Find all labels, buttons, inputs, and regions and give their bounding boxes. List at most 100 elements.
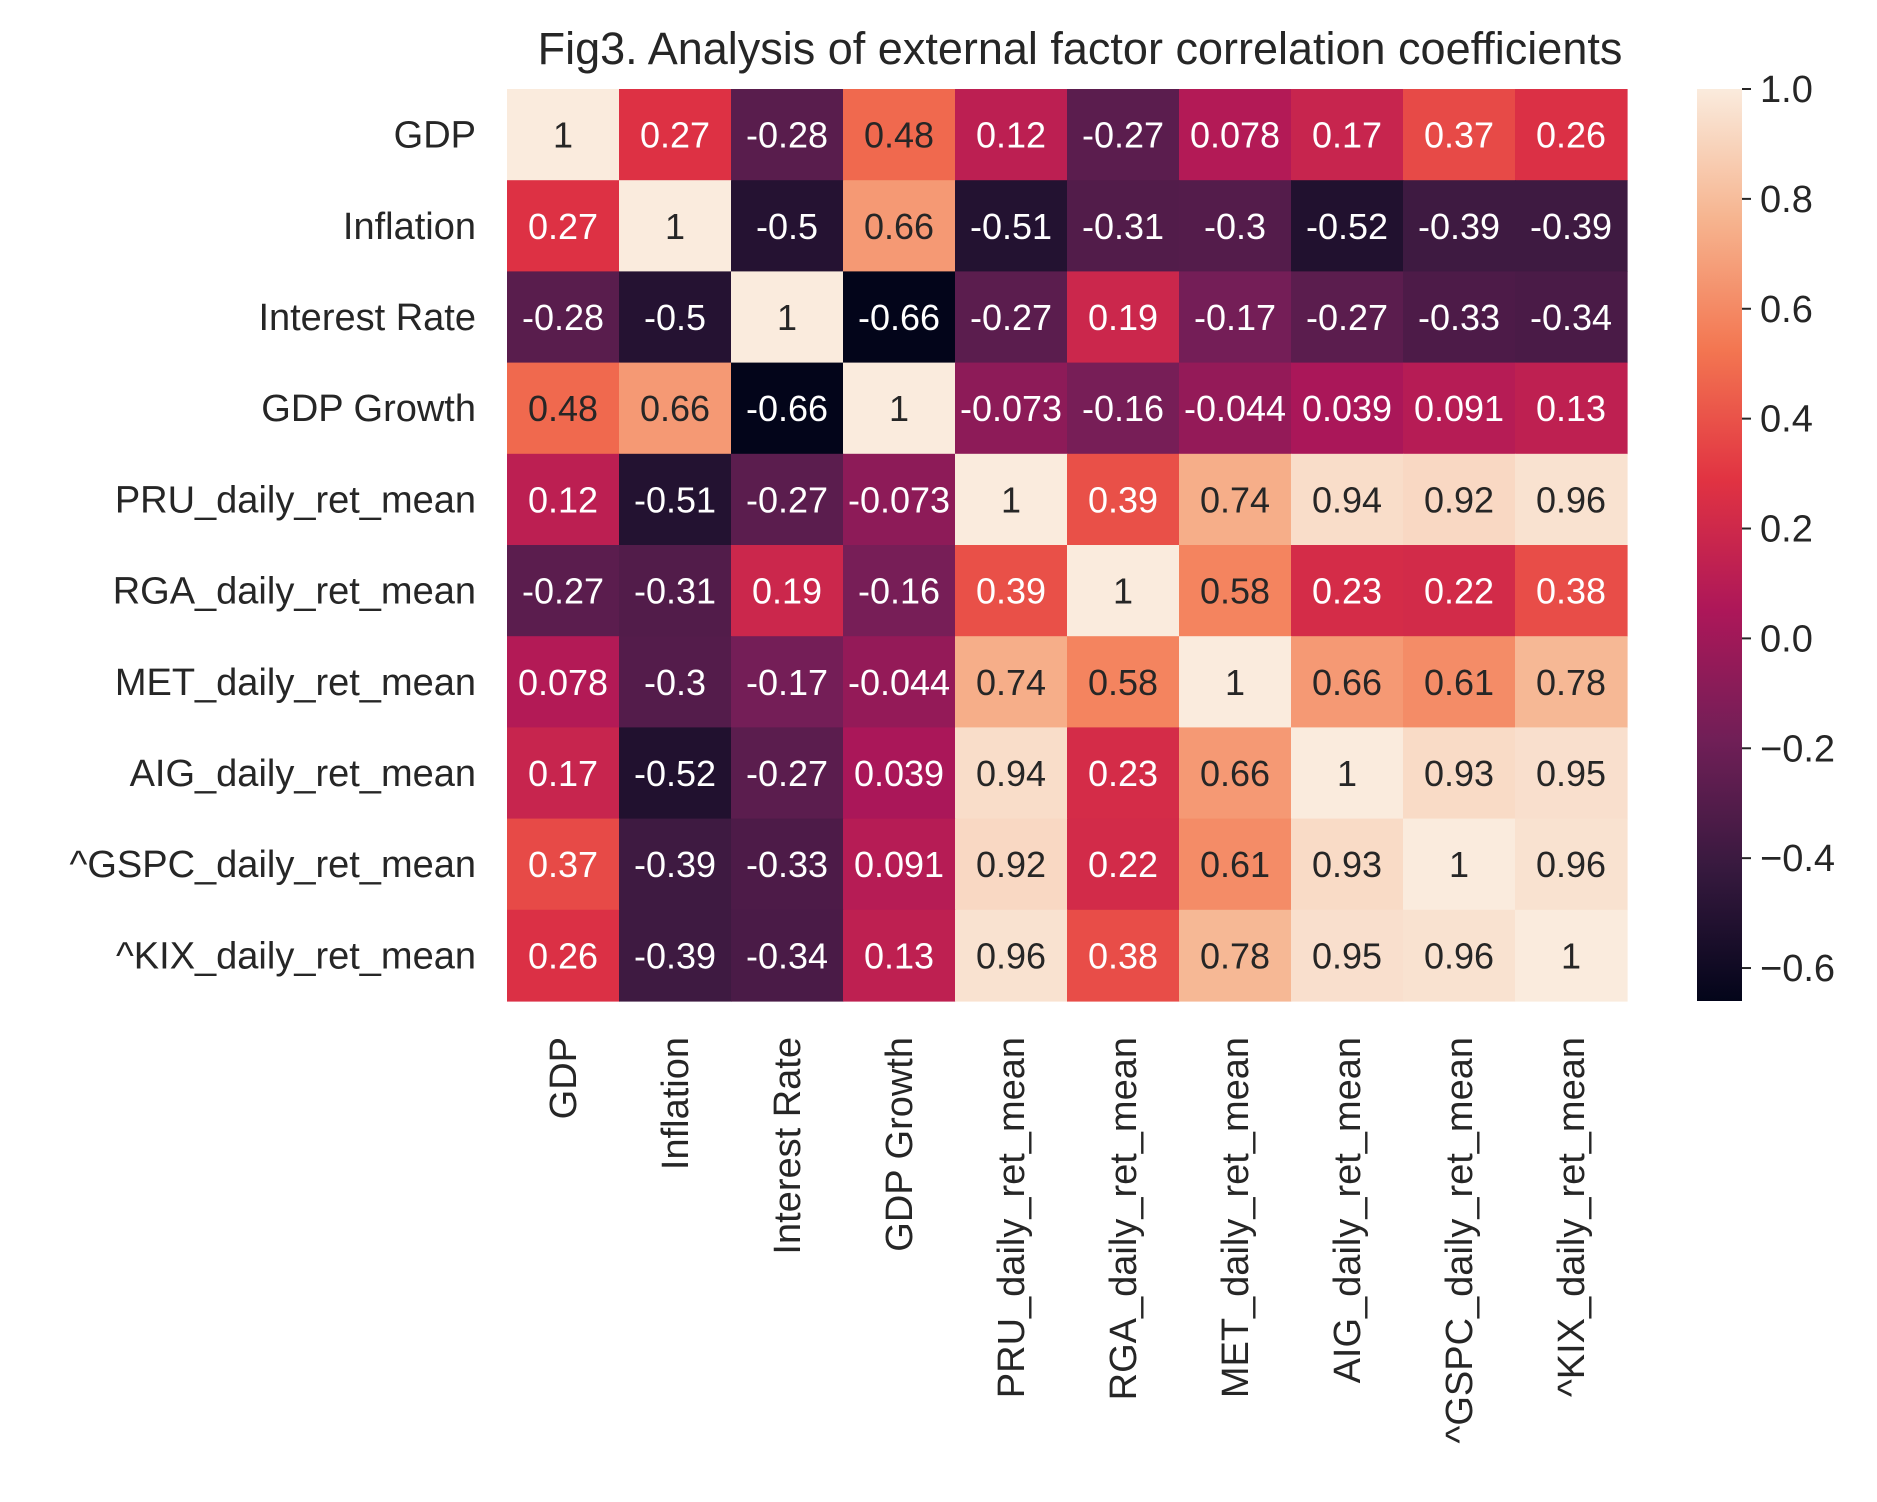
heatmap-cell [1291, 362, 1404, 455]
heatmap-cell [1291, 545, 1404, 637]
cell-annotation: 0.92 [1424, 479, 1494, 520]
cell-annotation: 0.66 [1312, 662, 1382, 703]
heatmap-cell [1403, 362, 1516, 455]
cell-annotation: 0.94 [1312, 479, 1382, 520]
heatmap-cell [955, 89, 1068, 181]
heatmap-cell [507, 362, 620, 455]
cell-annotation: 0.74 [1200, 479, 1270, 520]
cell-annotation: 0.27 [528, 206, 598, 247]
heatmap-cell [1291, 180, 1404, 272]
heatmap-cell [619, 89, 732, 181]
heatmap-cell [955, 180, 1068, 272]
cell-annotation: -0.27 [522, 571, 604, 612]
cell-annotation: 0.091 [854, 844, 944, 885]
heatmap-cell [1067, 271, 1180, 364]
heatmap-cell [731, 271, 844, 364]
cell-annotation: 0.95 [1536, 753, 1606, 794]
column-label: ^KIX_daily_ret_mean [1551, 1037, 1593, 1397]
heatmap-cell [955, 362, 1068, 455]
row-label: ^GSPC_daily_ret_mean [70, 844, 476, 886]
heatmap-cell [507, 727, 620, 820]
cell-annotation: 0.48 [528, 388, 598, 429]
cell-annotation: 0.37 [528, 844, 598, 885]
heatmap-cell [619, 180, 732, 272]
heatmap-cell [507, 818, 620, 911]
cell-annotation: 1 [553, 115, 573, 156]
heatmap-cell [1515, 271, 1628, 364]
heatmap-cell [507, 545, 620, 637]
heatmap-cell [1179, 362, 1292, 455]
column-label: Interest Rate [767, 1037, 809, 1255]
heatmap-cell [1403, 545, 1516, 637]
cell-annotation: 0.17 [528, 753, 598, 794]
cell-annotation: 0.37 [1424, 115, 1494, 156]
heatmap-cell [955, 909, 1068, 1002]
cell-annotation: 0.078 [1190, 115, 1280, 156]
cell-annotation: -0.3 [644, 662, 706, 703]
heatmap-cell [1067, 453, 1180, 546]
cell-annotation: 1 [1225, 662, 1245, 703]
cell-annotation: 0.96 [976, 935, 1046, 976]
column-label: GDP [543, 1037, 585, 1119]
cell-annotation: 0.93 [1424, 753, 1494, 794]
cell-annotation: -0.073 [848, 479, 950, 520]
cell-annotation: -0.34 [1530, 297, 1612, 338]
cell-annotation: -0.52 [1306, 206, 1388, 247]
cell-annotation: 0.26 [1536, 115, 1606, 156]
cell-annotation: 0.94 [976, 753, 1046, 794]
cell-annotation: 0.12 [976, 115, 1046, 156]
heatmap-cell [1067, 180, 1180, 272]
heatmap-cell [1179, 727, 1292, 820]
cell-annotation: 0.93 [1312, 844, 1382, 885]
heatmap-cell [955, 636, 1068, 728]
heatmap-cell [731, 545, 844, 637]
colorbar-tick-label: 0.6 [1760, 289, 1813, 331]
heatmap-cell [731, 362, 844, 455]
row-label: MET_daily_ret_mean [115, 662, 476, 704]
cell-annotation: 0.92 [976, 844, 1046, 885]
colorbar-gradient [1697, 89, 1742, 1001]
row-label: PRU_daily_ret_mean [115, 479, 476, 521]
heatmap-cell [1515, 362, 1628, 455]
cell-annotation: 0.96 [1536, 479, 1606, 520]
row-label: AIG_daily_ret_mean [130, 753, 476, 795]
heatmap-cell [731, 818, 844, 911]
heatmap-cell [1291, 818, 1404, 911]
column-label: Inflation [655, 1037, 697, 1170]
cell-annotation: 0.38 [1088, 935, 1158, 976]
cell-annotation: 0.39 [1088, 479, 1158, 520]
heatmap-cell [843, 727, 956, 820]
heatmap-cell [843, 271, 956, 364]
cell-annotation: 0.96 [1536, 844, 1606, 885]
heatmap-cell [1291, 271, 1404, 364]
heatmap-cell [507, 180, 620, 272]
cell-annotation: 0.039 [854, 753, 944, 794]
heatmap-cell [1179, 818, 1292, 911]
heatmap-cell [1179, 453, 1292, 546]
cell-annotation: -0.27 [970, 297, 1052, 338]
heatmap-cell [955, 727, 1068, 820]
column-label: GDP Growth [879, 1037, 921, 1252]
column-labels: GDP Inflation Interest Rate GDP Growth PRU_d… [543, 1037, 1593, 1443]
heatmap-cell [731, 453, 844, 546]
heatmap-cell [731, 636, 844, 728]
colorbar-tick-label: −0.4 [1760, 838, 1835, 880]
cell-annotation: 0.23 [1312, 571, 1382, 612]
cell-annotation: -0.51 [970, 206, 1052, 247]
column-label: ^GSPC_daily_ret_mean [1439, 1037, 1481, 1443]
cell-annotation: -0.27 [1306, 297, 1388, 338]
cell-annotation: -0.33 [1418, 297, 1500, 338]
heatmap-cell [1067, 89, 1180, 181]
cell-annotation: 1 [1113, 571, 1133, 612]
heatmap-cell [1067, 727, 1180, 820]
heatmap-cell [619, 362, 732, 455]
heatmap-cell [843, 909, 956, 1002]
heatmap-cell [731, 89, 844, 181]
column-label: RGA_daily_ret_mean [1103, 1037, 1145, 1400]
cell-annotation: -0.28 [746, 115, 828, 156]
cell-annotation: -0.51 [634, 479, 716, 520]
row-label: ^KIX_daily_ret_mean [116, 935, 476, 977]
cell-annotation: 0.66 [640, 388, 710, 429]
heatmap-cell [1403, 636, 1516, 728]
